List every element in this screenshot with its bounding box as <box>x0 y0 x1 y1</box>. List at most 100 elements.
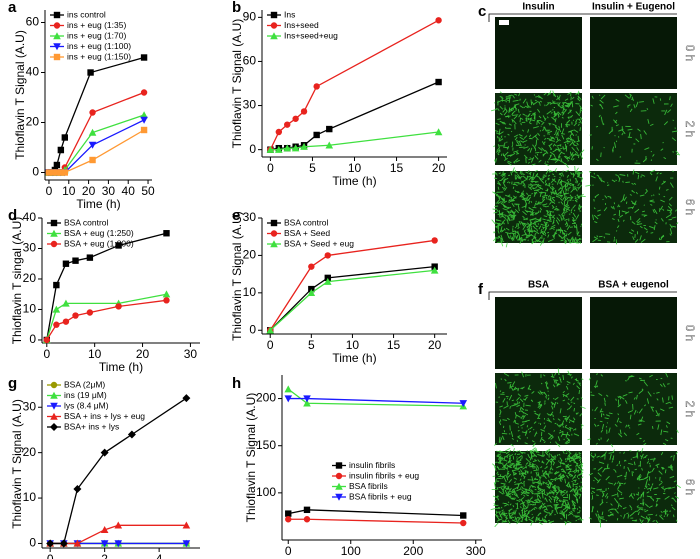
legend-label: ins + eug (1:35) <box>67 20 126 30</box>
series-line <box>288 397 464 404</box>
micrograph <box>590 93 677 165</box>
marker <box>62 260 70 267</box>
x-tick-label: 4 <box>156 552 163 559</box>
column-label: BSA + eugenol <box>598 280 669 291</box>
marker <box>266 326 275 334</box>
y-tick-label: 10 <box>23 490 37 504</box>
legend-label: insulin fibrils + eug <box>349 470 419 480</box>
marker <box>303 506 311 514</box>
legend-marker <box>270 230 278 237</box>
legend-label: BSA + Seed + eug <box>284 238 354 248</box>
y-tick-label: 10 <box>243 285 257 299</box>
x-tick-label: 0 <box>43 347 50 361</box>
legend-label: BSA control <box>64 217 109 227</box>
row-label: 0 h <box>683 45 697 62</box>
y-tick-label: 30 <box>243 98 257 112</box>
column-label: Insulin <box>522 2 554 13</box>
marker <box>86 309 94 316</box>
marker <box>163 230 170 237</box>
legend-label: Ins <box>284 9 295 19</box>
marker <box>292 115 299 122</box>
marker <box>73 539 82 547</box>
marker <box>53 281 60 289</box>
legend-label: BSA fibrils + eug <box>349 491 412 501</box>
legend-marker <box>270 22 278 29</box>
x-tick-label: 10 <box>88 347 102 361</box>
panel-letter: e <box>232 207 240 224</box>
marker <box>43 336 50 344</box>
marker <box>88 128 97 136</box>
series-line <box>287 388 464 407</box>
y-tick-label: 0 <box>32 165 39 179</box>
marker <box>435 78 442 86</box>
micrograph <box>495 297 582 369</box>
row-label: 2 h <box>683 121 697 138</box>
marker <box>430 266 439 274</box>
x-tick-label: 10 <box>348 161 362 175</box>
marker <box>140 54 148 61</box>
y-tick-label: 60 <box>26 15 40 29</box>
x-tick-label: 40 <box>122 184 136 198</box>
marker <box>182 540 191 548</box>
x-tick-label: 300 <box>466 544 486 558</box>
legend-label: BSA + ins + lys + eug <box>64 411 145 421</box>
y-tick-label: 30 <box>23 241 37 255</box>
legend-label: Ins+seed <box>284 20 319 30</box>
fibrils <box>491 165 586 248</box>
y-tick-label: 20 <box>243 248 257 262</box>
marker <box>88 141 97 149</box>
legend-label: ins + eug (1:150) <box>67 51 131 61</box>
marker <box>140 126 148 134</box>
x-tick-label: 20 <box>428 338 442 352</box>
legend-label: ins + eug (1:70) <box>67 30 126 40</box>
marker <box>115 242 122 249</box>
series-line <box>269 239 435 331</box>
x-tick-label: 15 <box>390 161 404 175</box>
marker <box>323 277 332 285</box>
marker <box>300 108 308 115</box>
legend-marker <box>335 493 343 501</box>
panel-letter: g <box>8 375 17 392</box>
legend-marker <box>50 381 58 389</box>
y-tick-label: 100 <box>256 485 276 499</box>
marker <box>285 510 292 517</box>
marker <box>100 526 109 534</box>
legend-marker <box>53 11 61 19</box>
marker <box>324 252 331 259</box>
x-axis-label: Time (h) <box>99 360 143 374</box>
marker <box>89 109 96 116</box>
micrograph <box>495 373 582 445</box>
x-tick-label: 10 <box>62 184 76 198</box>
marker <box>313 83 320 90</box>
legend-marker <box>50 240 58 248</box>
marker <box>284 395 293 403</box>
marker <box>127 430 136 439</box>
x-tick-label: 0 <box>267 161 274 175</box>
y-tick-label: 30 <box>23 399 37 413</box>
legend-label: lys (8.4 μM) <box>64 400 109 410</box>
x-tick-label: 0 <box>285 544 292 558</box>
micrograph <box>590 17 677 89</box>
row-label: 6 h <box>683 199 697 216</box>
marker <box>303 516 311 523</box>
y-tick-label: 40 <box>23 210 37 224</box>
legend-marker <box>53 22 61 29</box>
x-tick-label: 20 <box>136 347 150 361</box>
x-tick-label: 5 <box>309 161 316 175</box>
y-tick-label: 0 <box>29 536 36 550</box>
marker <box>435 17 442 24</box>
legend-label: BSA control <box>284 217 329 227</box>
marker <box>72 312 79 319</box>
legend-marker <box>270 219 278 227</box>
legend-marker <box>335 482 343 490</box>
marker <box>59 539 68 548</box>
x-tick-label: 50 <box>141 184 155 198</box>
legend-marker <box>50 229 58 237</box>
marker <box>284 121 291 128</box>
x-tick-label: 30 <box>102 184 116 198</box>
y-tick-label: 20 <box>23 445 37 459</box>
scale-bar <box>499 20 509 25</box>
legend-marker <box>335 462 343 469</box>
marker <box>291 144 300 152</box>
marker <box>460 519 467 527</box>
